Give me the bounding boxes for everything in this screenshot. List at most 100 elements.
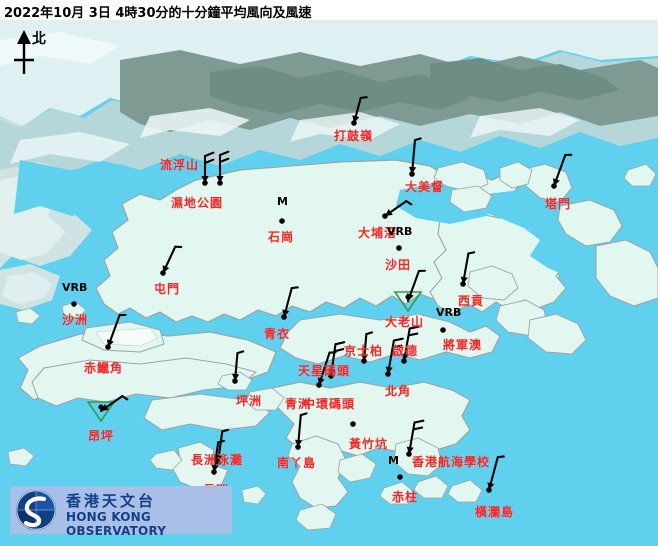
station-label: 昂坪 (88, 429, 115, 443)
wind-station-17 (328, 341, 346, 379)
wind-arrowhead (232, 373, 240, 381)
wind-arrowhead (553, 178, 560, 186)
page-title: 2022年10月 3日 4時30分的十分鐘平均風向及風速 (4, 6, 312, 21)
wind-feather (391, 344, 403, 349)
west-islet (15, 307, 41, 325)
m-indicator: M (277, 195, 288, 208)
title-bar: 2022年10月 3日 4時30分的十分鐘平均風向及風速 (0, 0, 658, 21)
stanley-islet (413, 475, 449, 499)
wind-station-4 (409, 137, 422, 177)
station-label: 濕地公園 (171, 196, 224, 210)
wind-arrowhead (407, 293, 414, 301)
wind-feather (221, 428, 230, 433)
wind-arrowhead (201, 176, 209, 183)
wind-barb-layer (71, 96, 573, 493)
wind-feather (203, 158, 215, 165)
wind-station-23 (350, 421, 356, 427)
wind-station-19 (232, 350, 245, 384)
station-triangle-marker (393, 291, 423, 313)
station-label: 青洲 (285, 397, 312, 411)
hko-logo[interactable]: 香港天文台 HONG KONG OBSERVATORY (10, 486, 232, 538)
lamma-island-land (287, 435, 349, 509)
wind-feather (408, 325, 420, 330)
wind-station-13 (281, 286, 299, 320)
se-islet-2 (379, 481, 415, 505)
lamma-south (295, 503, 337, 531)
station-label: 大老山 (385, 315, 425, 329)
station-label: 流浮山 (160, 158, 200, 172)
wind-feather (467, 251, 476, 255)
station-label: 沙田 (385, 258, 412, 272)
wind-station-16 (401, 325, 420, 364)
station-label: 大埔滘 (358, 226, 398, 240)
ne-corner-islet (623, 163, 657, 187)
wind-station-25 (295, 412, 308, 450)
sw-islet (7, 447, 35, 467)
wind-station-2 (201, 151, 215, 186)
se-nt-land (527, 313, 587, 355)
wind-feather (290, 286, 299, 290)
station-label: 京士柏 (344, 344, 384, 358)
mainland-china-imagery (0, 20, 658, 310)
wind-arrowhead (385, 366, 393, 374)
station-label: 天星碼頭 (298, 364, 351, 378)
wind-arrowhead (162, 265, 170, 273)
cheung-chau-north (149, 449, 183, 471)
wind-station-6 (382, 200, 413, 219)
lamma-east-lobe (337, 453, 377, 483)
small-island-ne (499, 161, 533, 189)
north-arrow-icon (14, 30, 34, 74)
wind-feather (334, 341, 346, 346)
station-label: 西貢 (458, 294, 485, 308)
wind-station-28 (397, 474, 403, 480)
vrb-indicator: VRB (387, 225, 413, 238)
station-dot (396, 245, 402, 251)
wind-arrowhead (211, 464, 219, 472)
wind-arrowhead (107, 339, 114, 347)
station-dot (279, 218, 285, 224)
station-label: 沙洲 (62, 313, 89, 327)
wind-feather (218, 157, 230, 164)
station-label: 塔門 (545, 197, 572, 211)
wind-arrowhead (385, 209, 393, 216)
station-label: 坪洲 (236, 394, 263, 408)
station-label: 屯門 (154, 282, 181, 296)
wind-feather (203, 151, 215, 158)
wind-feather (392, 337, 404, 342)
wind-arrowhead (352, 115, 360, 123)
wind-arrowhead (328, 368, 336, 376)
vrb-indicator: VRB (62, 281, 88, 294)
vrb-indicator: VRB (436, 306, 462, 319)
wind-arrowhead (401, 353, 409, 361)
wind-station-11 (460, 251, 476, 287)
wind-arrowhead (216, 176, 224, 183)
wind-arrowhead (101, 404, 109, 411)
station-label: 香港航海學校 (412, 455, 491, 469)
station-dot (397, 474, 403, 480)
north-label: 北 (32, 31, 46, 47)
station-label: 青衣 (264, 327, 291, 341)
lantau-south (31, 357, 258, 407)
station-dot (98, 404, 104, 410)
hko-logo-icon (16, 490, 56, 530)
map-canvas[interactable]: 北 打鼓嶺 流浮山 濕地公園 石崗 M 大美督 塔門 大埔滘 沙田 VRB 屯門 沙洲 VRB 赤鱲角 西貢… (0, 20, 658, 546)
wind-feather (413, 137, 422, 142)
station-label: 打鼓嶺 (334, 129, 374, 143)
stanley-peninsula (393, 437, 443, 477)
wind-station-29 (486, 455, 505, 493)
wind-station-8 (160, 245, 183, 276)
wind-station-26 (406, 419, 425, 457)
station-label: 赤柱 (392, 490, 419, 504)
wind-feather (412, 426, 424, 431)
station-label: 啟德 (392, 344, 419, 358)
wind-station-24 (215, 428, 230, 465)
station-triangle-marker (86, 401, 116, 423)
wind-station-18 (385, 337, 404, 377)
wind-feather (217, 439, 226, 444)
wind-arrowhead (406, 446, 414, 454)
wind-feather (405, 200, 413, 206)
s-islet (241, 485, 267, 505)
wind-feather (359, 96, 368, 99)
wind-feather (121, 395, 129, 401)
wind-arrowhead (361, 353, 369, 361)
